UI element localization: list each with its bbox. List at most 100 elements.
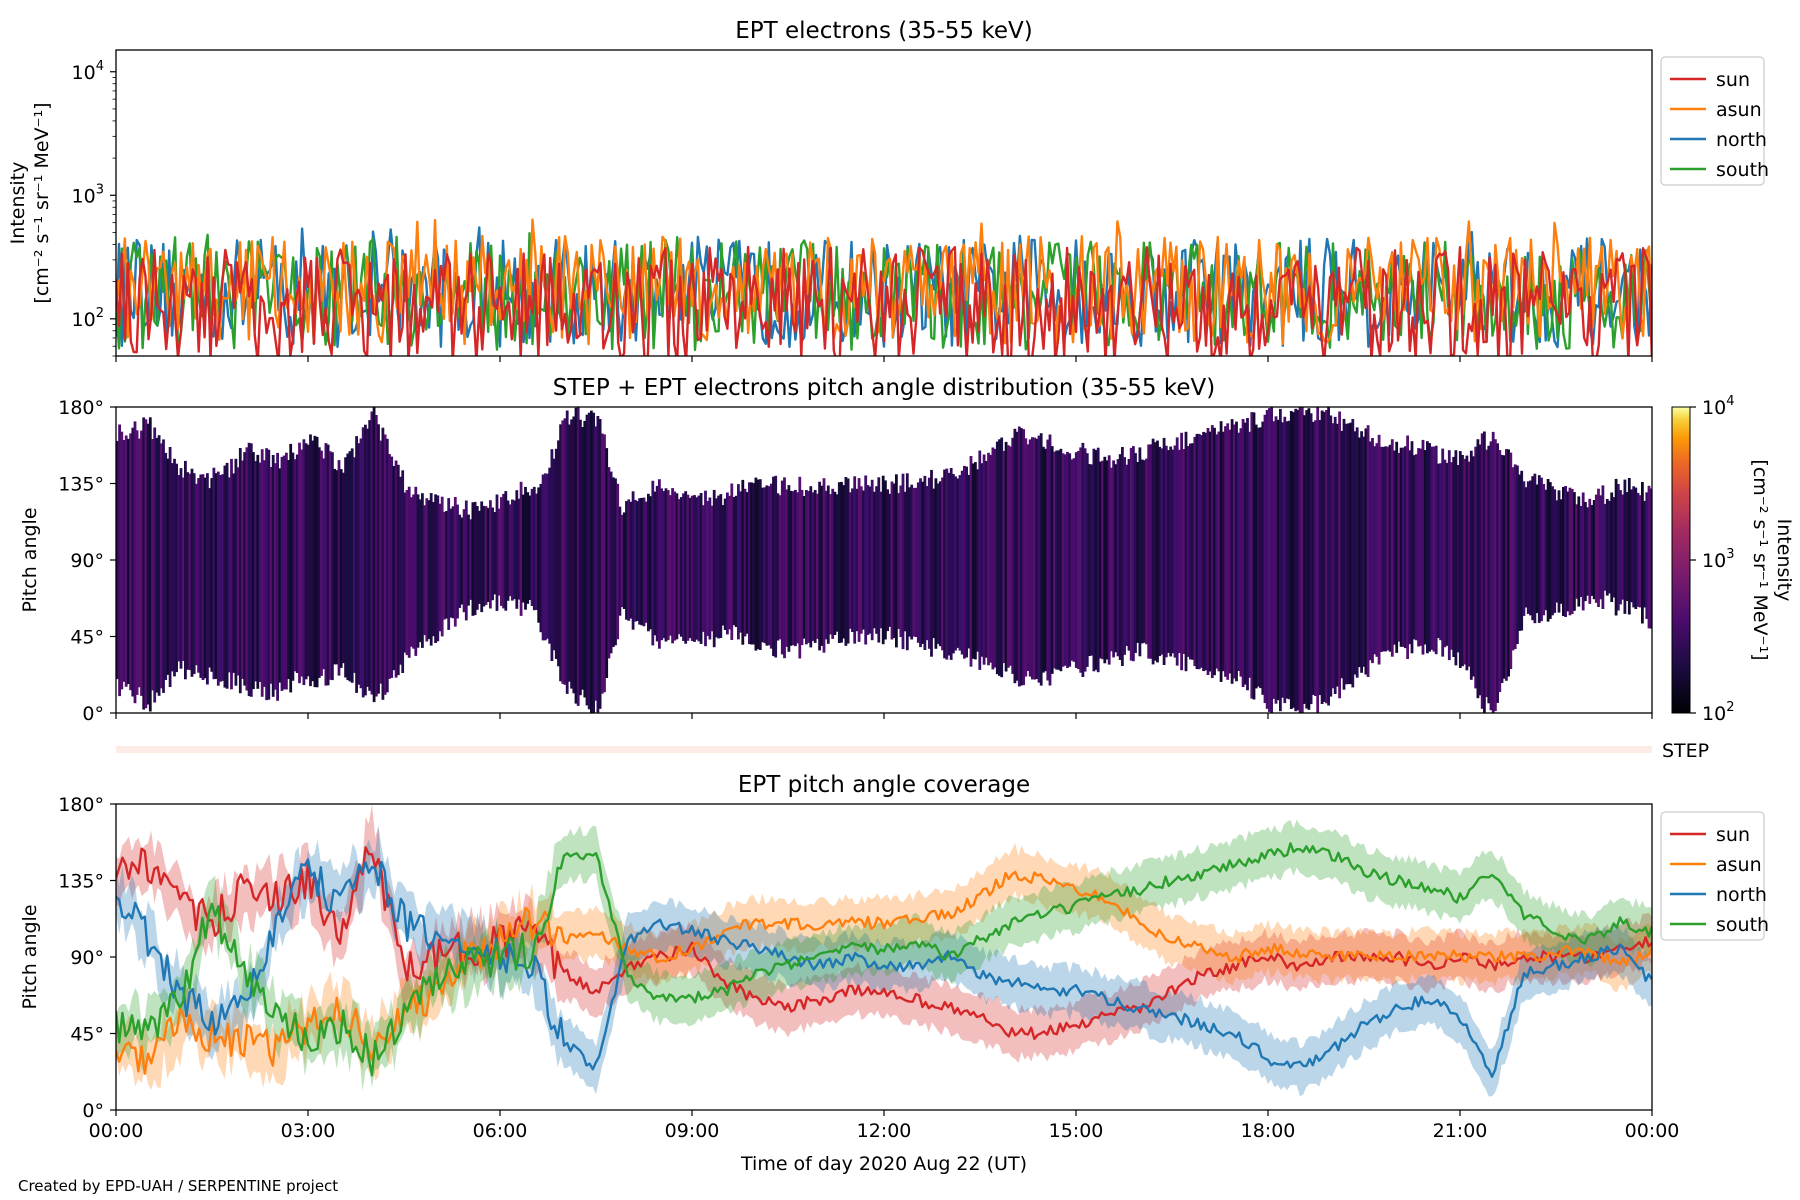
pad-heatmap-column (170, 463, 174, 672)
pad-heatmap-column (219, 475, 222, 682)
pad-heatmap-column (511, 499, 514, 601)
pad-heatmap-column (546, 473, 549, 639)
pad-heatmap-column (706, 501, 710, 636)
pad-heatmap-column (1316, 407, 1320, 713)
pad-heatmap-column (1610, 492, 1614, 602)
pad-heatmap-column (223, 465, 227, 688)
pad-heatmap-column (1221, 431, 1225, 672)
pad-heatmap-column (905, 473, 909, 651)
pad-heatmap-column (1377, 434, 1381, 665)
pad-heatmap-column (1265, 410, 1269, 709)
pad-heatmap-column (173, 458, 176, 677)
pad-heatmap-column (787, 485, 791, 652)
pad-heatmap-column (1632, 486, 1636, 608)
pad-heatmap-column (1226, 423, 1230, 680)
pad-heatmap-column (1480, 433, 1484, 709)
pad-heatmap-column (956, 478, 960, 648)
pad-heatmap-column (197, 478, 200, 673)
pad-heatmap-column (469, 519, 473, 600)
pad-heatmap-column (526, 492, 530, 604)
pad-heatmap-column (1112, 460, 1115, 658)
pad-heatmap-column (1272, 421, 1276, 699)
pad-heatmap-column (129, 433, 132, 691)
pad-heatmap-column (1379, 446, 1383, 652)
pad-heatmap-column (1568, 487, 1572, 616)
pad-heatmap-column (1390, 439, 1394, 657)
pad-heatmap-column (322, 458, 326, 670)
pad-heatmap-column (1217, 431, 1221, 672)
pad-heatmap-column (1276, 419, 1280, 701)
pad-heatmap-column (984, 461, 988, 658)
intensity-line-south (116, 232, 1652, 352)
pad-heatmap-column (151, 439, 154, 691)
pad-heatmap-column (1057, 450, 1061, 670)
pad-heatmap-column (1127, 459, 1131, 651)
pad-heatmap-column (675, 493, 679, 640)
pad-heatmap-column (484, 506, 488, 605)
pad-heatmap-column (846, 478, 850, 644)
pad-heatmap-column (899, 485, 903, 637)
pad-heatmap-column (1149, 444, 1153, 659)
pad-heatmap-column (1393, 450, 1396, 645)
pad-heatmap-column (895, 474, 898, 648)
pad-heatmap-column (579, 419, 582, 696)
pad-heatmap-column (1193, 436, 1197, 667)
pad-heatmap-column (1489, 441, 1493, 711)
pad-heatmap-column (186, 472, 189, 670)
pad-heatmap-column (497, 508, 501, 596)
pad-heatmap-column (998, 439, 1001, 676)
pad-heatmap-column (1318, 420, 1322, 696)
pad-heatmap-column (280, 456, 284, 691)
pad-heatmap-column (1162, 437, 1166, 665)
y-tick-label: 180° (58, 397, 104, 419)
pad-heatmap-column (1243, 422, 1247, 685)
pad-heatmap-column (1327, 407, 1330, 706)
pad-heatmap-column (1059, 448, 1063, 672)
pad-heatmap-column (921, 481, 925, 644)
pad-heatmap-column (1037, 435, 1041, 683)
pad-heatmap-column (631, 491, 635, 630)
pad-heatmap-column (1562, 487, 1565, 616)
pad-heatmap-column (761, 487, 764, 643)
pad-heatmap-column (1399, 447, 1403, 647)
pad-heatmap-column (1594, 494, 1598, 603)
pad-heatmap-column (495, 494, 499, 611)
pad-heatmap-column (1437, 463, 1440, 638)
pad-heatmap-column (1068, 453, 1072, 667)
pad-heatmap-column (840, 481, 843, 643)
pad-heatmap-column (212, 467, 216, 680)
pad-heatmap-column (649, 496, 652, 630)
pad-heatmap-column (346, 453, 350, 681)
pad-heatmap-column (442, 511, 446, 620)
pad-heatmap-column (662, 491, 666, 639)
pad-heatmap-column (313, 435, 317, 688)
pad-heatmap-column (609, 471, 613, 654)
pad-heatmap-column (1496, 443, 1499, 703)
pad-heatmap-column (1410, 441, 1414, 654)
pad-heatmap-column (421, 493, 424, 648)
pad-heatmap-column (295, 454, 299, 673)
legend-box (1660, 811, 1765, 941)
pad-heatmap-column (1136, 462, 1140, 643)
pad-heatmap-column (837, 482, 841, 643)
pad-heatmap-column (550, 449, 554, 661)
pad-heatmap-column (432, 502, 435, 637)
pad-heatmap-column (1401, 447, 1405, 647)
pad-heatmap-column (227, 477, 231, 673)
pad-heatmap-column (1160, 448, 1164, 655)
pad-heatmap-column (282, 455, 286, 690)
pad-heatmap-column (1362, 436, 1366, 667)
pad-heatmap-column (190, 468, 194, 677)
pad-heatmap-column (1011, 437, 1015, 674)
pad-heatmap-column (274, 463, 277, 690)
pad-heatmap-column (311, 440, 315, 682)
pad-heatmap-column (298, 442, 301, 684)
pad-heatmap-column (723, 498, 727, 630)
pad-heatmap-column (153, 427, 157, 703)
pad-heatmap-column (333, 468, 336, 665)
pad-heatmap-column (581, 427, 584, 690)
pad-heatmap-column (232, 473, 236, 673)
pad-heatmap-column (1447, 450, 1451, 661)
pad-heatmap-column (640, 497, 644, 626)
pad-heatmap-column (166, 458, 170, 675)
